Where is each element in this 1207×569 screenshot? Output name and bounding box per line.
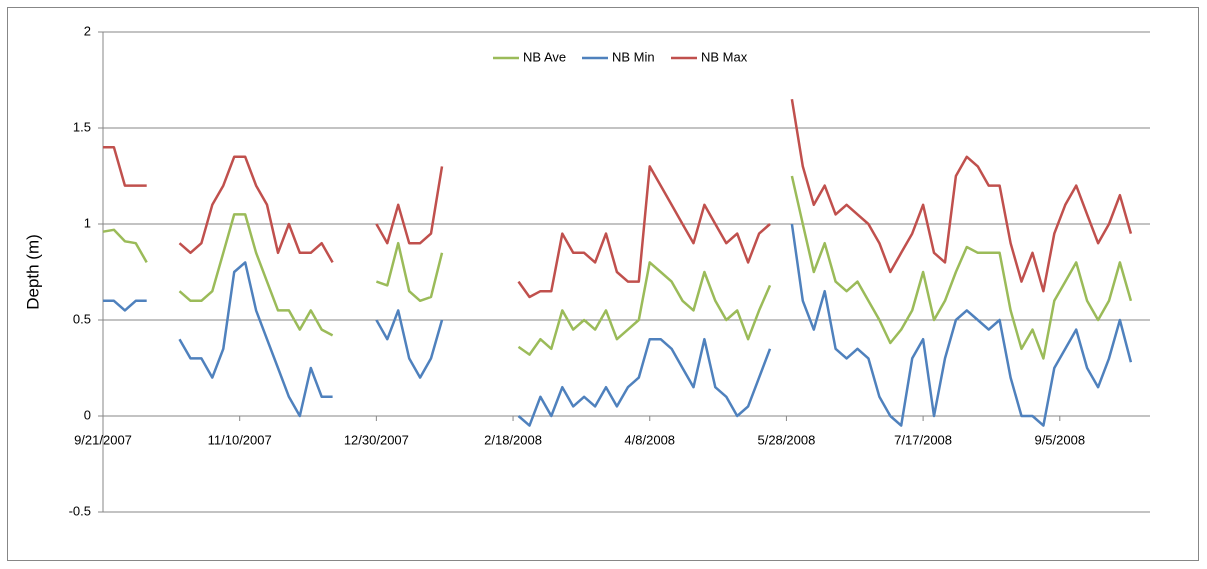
x-tick-label: 4/8/2008 — [624, 432, 675, 447]
legend-label: NB Ave — [523, 49, 566, 64]
chart-border — [7, 7, 1199, 561]
y-tick-label: 2 — [84, 23, 91, 38]
y-tick-label: 0 — [84, 407, 91, 422]
x-tick-label: 9/5/2008 — [1034, 432, 1085, 447]
series-line — [103, 98, 1133, 299]
y-axis-label: Depth (m) — [23, 234, 42, 310]
legend-label: NB Max — [701, 49, 748, 64]
y-tick-label: 0.5 — [73, 311, 91, 326]
y-tick-label: -0.5 — [69, 503, 91, 518]
series-line — [102, 175, 1133, 360]
y-tick-label: 1 — [84, 215, 91, 230]
x-tick-label: 2/18/2008 — [484, 432, 542, 447]
x-tick-label: 9/21/2007 — [74, 432, 132, 447]
x-tick-label: 12/30/2007 — [344, 432, 409, 447]
series-line — [103, 223, 1133, 427]
legend-label: NB Min — [612, 49, 655, 64]
x-tick-label: 11/10/2007 — [208, 432, 272, 447]
x-tick-label: 7/17/2008 — [894, 432, 952, 447]
x-tick-label: 5/28/2008 — [757, 432, 815, 447]
y-tick-label: 1.5 — [73, 119, 91, 134]
